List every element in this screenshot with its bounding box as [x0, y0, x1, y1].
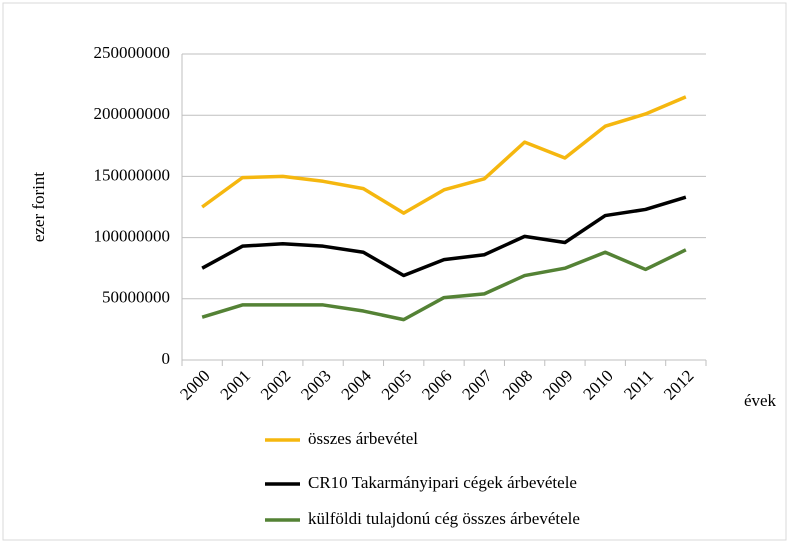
x-tick-label: 2001: [217, 366, 254, 403]
legend-label: külföldi tulajdonú cég összes árbevétele: [308, 509, 580, 528]
y-axis-label: ezer forint: [29, 172, 48, 243]
y-tick-label: 150000000: [94, 165, 171, 184]
x-tick-label: 2008: [499, 366, 536, 403]
y-tick-label: 100000000: [94, 227, 171, 246]
x-tick-label: 2003: [297, 366, 334, 403]
legend-label: CR10 Takarmányipari cégek árbevétele: [308, 473, 577, 492]
x-tick-label: 2009: [539, 366, 576, 403]
y-tick-label: 200000000: [94, 104, 171, 123]
x-tick-label: 2007: [458, 366, 496, 404]
series-line: [201, 95, 687, 215]
series-line: [201, 195, 687, 278]
x-tick-label: 2011: [620, 366, 657, 403]
x-tick-label: 2006: [418, 366, 455, 403]
x-tick-label: 2000: [176, 366, 213, 403]
x-tick-label: 2004: [337, 366, 375, 404]
x-tick-label: 2002: [257, 366, 294, 403]
x-axis-label: évek: [744, 391, 777, 410]
x-tick-label: 2005: [378, 366, 415, 403]
legend-label: összes árbevétel: [308, 429, 418, 448]
x-tick-label: 2010: [579, 366, 616, 403]
y-tick-label: 50000000: [102, 288, 170, 307]
y-tick-label: 250000000: [94, 43, 171, 62]
series-line: [201, 248, 687, 322]
x-tick-label: 2012: [660, 366, 697, 403]
y-tick-label: 0: [162, 349, 171, 368]
